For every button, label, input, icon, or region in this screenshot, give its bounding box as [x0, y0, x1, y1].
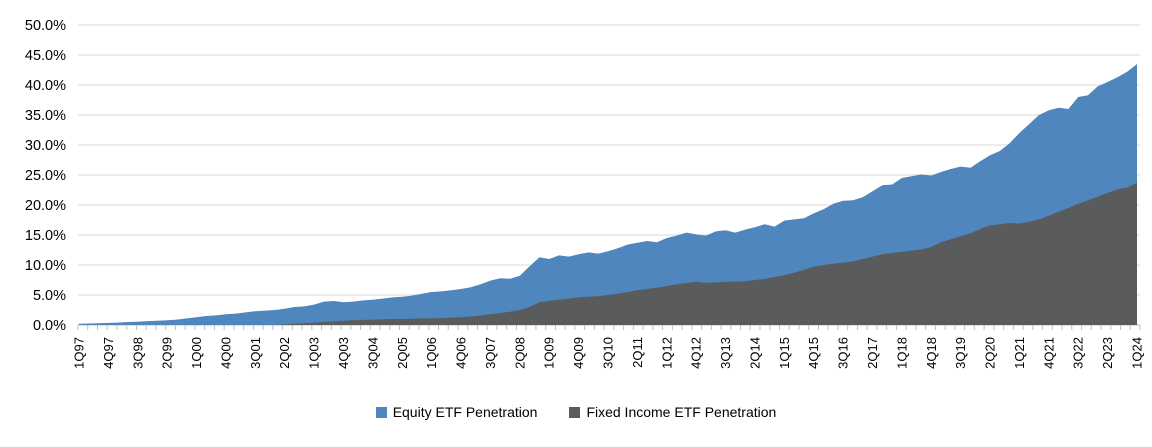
x-tick-label: 3Q01: [248, 337, 263, 369]
y-tick-label: 45.0%: [25, 48, 66, 64]
x-tick-label: 3Q19: [953, 337, 968, 369]
x-tick-label: 1Q03: [307, 337, 322, 369]
x-tick-label: 2Q05: [395, 337, 410, 369]
x-tick-label: 2Q20: [983, 337, 998, 369]
chart-plot-area: 0.0% 5.0% 10.0% 15.0% 20.0% 25.0% 30.0% 35.0% 40…: [25, 18, 1145, 369]
x-tick-label: 1Q00: [189, 337, 204, 369]
y-tick-label: 40.0%: [25, 78, 66, 94]
x-tick-label: 4Q15: [806, 337, 821, 369]
x-tick-label: 3Q07: [483, 337, 498, 369]
x-tick-label: 1Q09: [542, 337, 557, 369]
x-axis-labels: 1Q97 4Q97 3Q98 2Q99 1Q00 4Q00 3Q01 2Q02 1Q03 4Q03…: [72, 337, 1145, 369]
x-tick-label: 3Q22: [1071, 337, 1086, 369]
x-tick-label: 1Q24: [1130, 337, 1145, 369]
y-tick-label: 50.0%: [25, 18, 66, 34]
y-tick-label: 15.0%: [25, 228, 66, 244]
y-tick-label: 30.0%: [25, 138, 66, 154]
x-tick-label: 2Q08: [512, 337, 527, 369]
x-tick-label: 4Q12: [689, 337, 704, 369]
x-tick-label: 4Q00: [218, 337, 233, 369]
gridlines: [78, 24, 1140, 326]
x-tick-label: 4Q09: [571, 337, 586, 369]
legend-label-fixed-income: Fixed Income ETF Penetration: [586, 404, 777, 420]
y-tick-label: 35.0%: [25, 108, 66, 124]
x-tick-label: 4Q97: [101, 337, 116, 369]
x-tick-label: 2Q14: [747, 337, 762, 369]
x-tick-label: 1Q21: [1012, 337, 1027, 369]
y-tick-label: 20.0%: [25, 198, 66, 214]
x-tick-label: 1Q06: [424, 337, 439, 369]
x-tick-label: 2Q23: [1100, 337, 1115, 369]
x-tick-label: 4Q03: [336, 337, 351, 369]
y-tick-label: 5.0%: [33, 288, 66, 304]
x-axis-ticks: [77, 325, 1141, 330]
fixed-income-legend-swatch-icon: [569, 406, 581, 418]
x-tick-label: 2Q02: [277, 337, 292, 369]
y-axis-labels: 0.0% 5.0% 10.0% 15.0% 20.0% 25.0% 30.0% 35.0% 40…: [25, 18, 66, 334]
y-tick-label: 10.0%: [25, 258, 66, 274]
chart-legend: Equity ETF Penetration Fixed Income ETF …: [0, 401, 1152, 423]
x-tick-label: 4Q18: [924, 337, 939, 369]
x-tick-label: 3Q16: [836, 337, 851, 369]
x-tick-label: 1Q15: [777, 337, 792, 369]
x-tick-label: 2Q99: [160, 337, 175, 369]
x-tick-label: 3Q10: [601, 337, 616, 369]
equity-legend-swatch-icon: [375, 406, 387, 418]
legend-label-equity: Equity ETF Penetration: [392, 404, 538, 420]
x-tick-label: 3Q04: [365, 337, 380, 369]
x-tick-label: 1Q18: [894, 337, 909, 369]
x-tick-label: 3Q13: [718, 337, 733, 369]
legend-item-fixed-income: Fixed Income ETF Penetration: [569, 404, 776, 420]
x-tick-label: 3Q98: [130, 337, 145, 369]
x-tick-label: 1Q12: [659, 337, 674, 369]
y-tick-label: 25.0%: [25, 168, 66, 184]
fixed-income-area-series: [79, 182, 1137, 325]
x-tick-label: 4Q06: [454, 337, 469, 369]
x-tick-label: 2Q11: [630, 337, 645, 368]
x-tick-label: 1Q97: [72, 337, 87, 369]
legend-item-equity: Equity ETF Penetration: [375, 404, 538, 420]
y-tick-label: 0.0%: [33, 318, 66, 334]
x-tick-label: 2Q17: [865, 337, 880, 369]
x-tick-label: 4Q21: [1041, 337, 1056, 369]
